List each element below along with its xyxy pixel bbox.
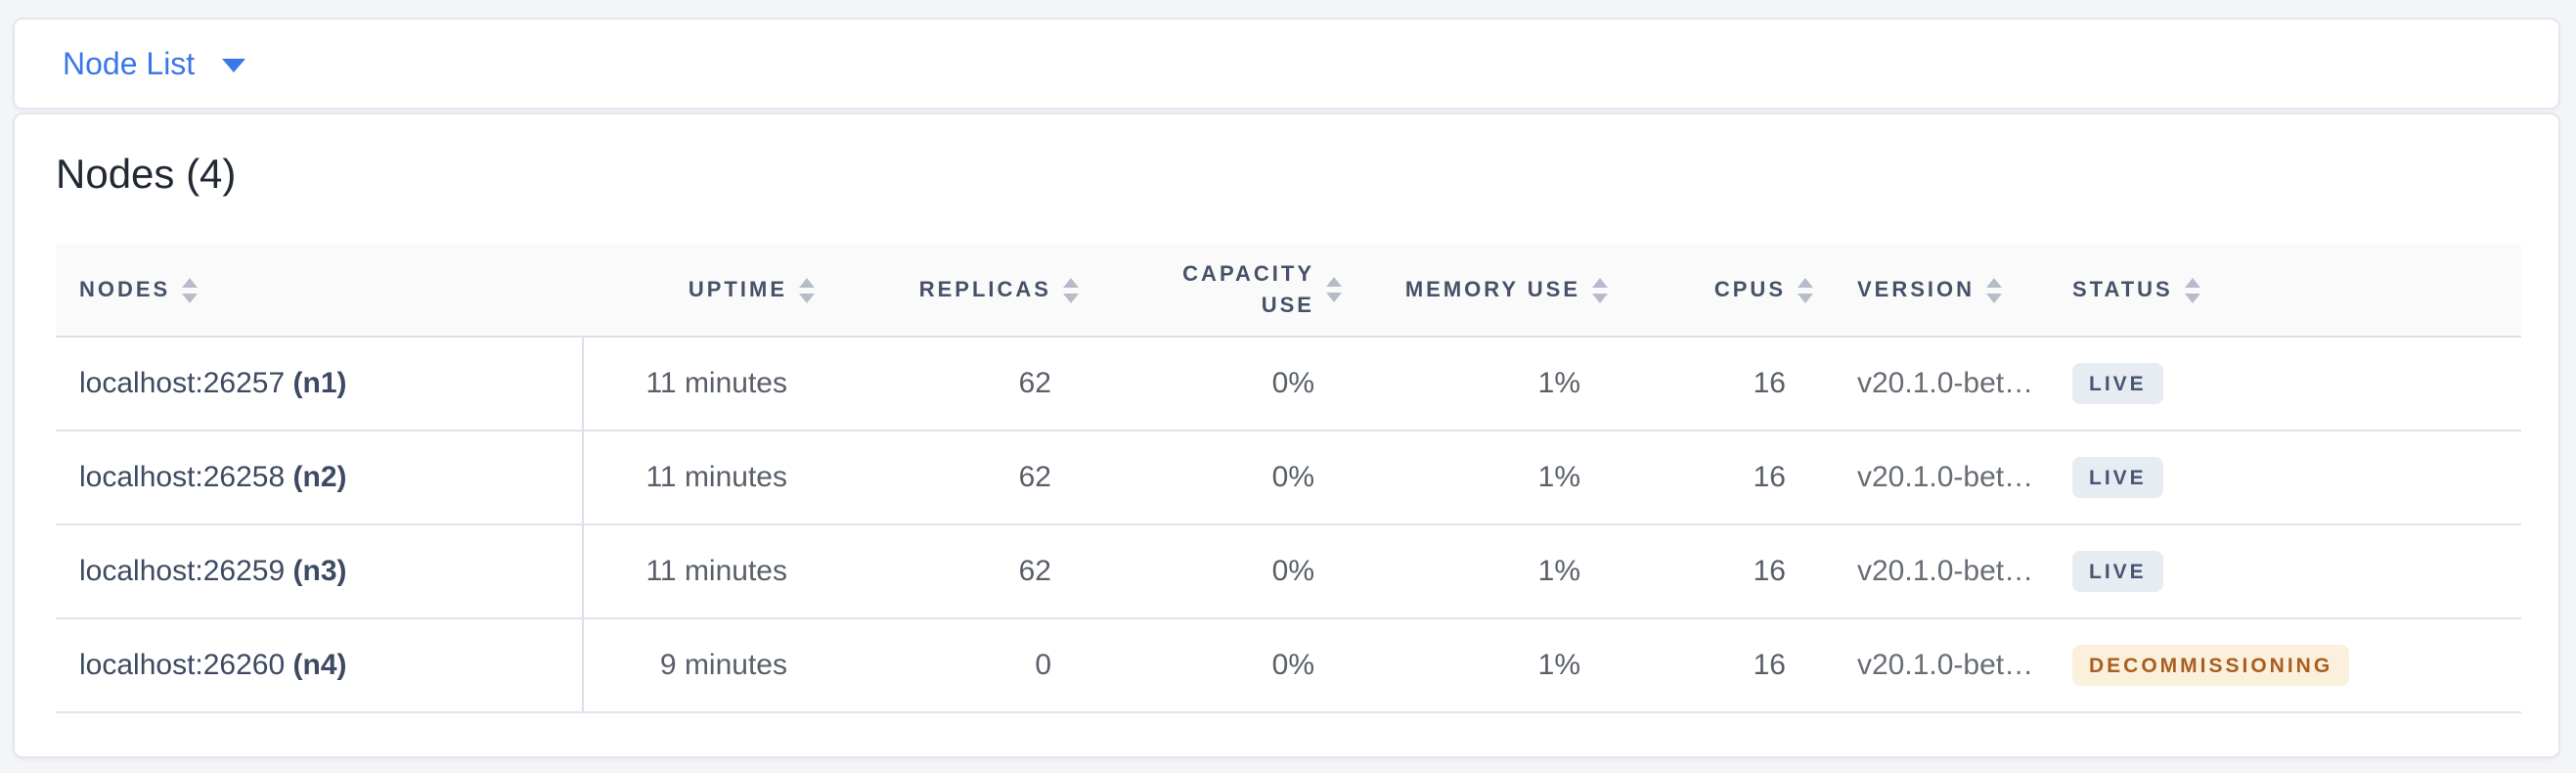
node-replicas: 62	[813, 431, 1077, 525]
status-badge: DECOMMISSIONING	[2072, 645, 2350, 686]
node-version: v20.1.0-bet…	[1811, 618, 2068, 713]
node-id: (n1)	[292, 367, 347, 399]
column-label-status: STATUS	[2072, 277, 2173, 302]
node-status-cell: DECOMMISSIONING	[2068, 618, 2521, 713]
node-capacity-use: 0%	[1077, 337, 1340, 432]
column-header-cpus[interactable]: CPUS	[1606, 244, 1813, 338]
column-header-nodes[interactable]: NODES	[56, 244, 583, 338]
node-cpus: 16	[1606, 337, 1811, 432]
node-memory-use: 1%	[1340, 524, 1606, 619]
status-badge: LIVE	[2072, 551, 2163, 592]
node-uptime: 11 minutes	[583, 431, 813, 525]
node-uptime: 9 minutes	[583, 618, 813, 713]
node-version: v20.1.0-bet…	[1811, 524, 2068, 619]
node-version: v20.1.0-bet…	[1811, 337, 2068, 432]
node-id: (n2)	[292, 461, 347, 493]
column-label-capacity_use: CAPACITY USE	[1182, 261, 1314, 317]
caret-down-icon	[222, 59, 246, 72]
node-uptime: 11 minutes	[583, 337, 813, 432]
status-badge: LIVE	[2072, 363, 2163, 404]
view-selector-dropdown[interactable]: Node List	[13, 18, 2560, 110]
node-replicas: 0	[813, 618, 1077, 713]
node-status-cell: LIVE	[2068, 431, 2521, 525]
nodes-card: Nodes (4) NODES UPTIME REPLICAS CAPACITY US…	[13, 113, 2560, 758]
node-replicas: 62	[813, 337, 1077, 432]
node-row: localhost:26260 (n4) 9 minutes 0 0% 1% 16 v20.…	[56, 618, 2521, 713]
sort-arrows-icon	[1986, 277, 2003, 303]
node-capacity-use: 0%	[1077, 524, 1340, 619]
column-header-status[interactable]: STATUS	[2068, 244, 2521, 338]
node-memory-use: 1%	[1340, 618, 1606, 713]
sort-arrows-icon	[1592, 277, 1608, 303]
node-memory-use: 1%	[1340, 337, 1606, 432]
sort-arrows-icon	[1063, 277, 1079, 303]
node-uptime: 11 minutes	[583, 524, 813, 619]
node-cpus: 16	[1606, 431, 1811, 525]
node-row: localhost:26257 (n1) 11 minutes 62 0% 1% 16 v2…	[56, 337, 2521, 432]
view-selector-label: Node List	[63, 46, 196, 81]
column-label-memory_use: MEMORY USE	[1404, 277, 1580, 302]
page-title: Nodes (4)	[56, 151, 237, 197]
column-header-uptime[interactable]: UPTIME	[583, 244, 815, 338]
sort-arrows-icon	[182, 277, 199, 303]
node-row: localhost:26259 (n3) 11 minutes 62 0% 1% 16 v2…	[56, 524, 2521, 619]
sort-arrows-icon	[2184, 277, 2200, 303]
table-header: NODES UPTIME REPLICAS CAPACITY USE MEMORY US…	[56, 244, 2521, 338]
status-badge: LIVE	[2072, 457, 2163, 498]
node-list-table: NODES UPTIME REPLICAS CAPACITY USE MEMORY US…	[56, 244, 2521, 713]
column-header-capacity_use[interactable]: CAPACITY USE	[1077, 244, 1342, 338]
node-address: localhost:26260 (n4)	[56, 618, 584, 713]
sort-arrows-icon	[799, 277, 815, 303]
node-capacity-use: 0%	[1077, 618, 1340, 713]
node-address: localhost:26259 (n3)	[56, 524, 584, 619]
column-header-version[interactable]: VERSION	[1811, 244, 2068, 338]
table-body: localhost:26257 (n1) 11 minutes 62 0% 1% 16 v2…	[56, 337, 2521, 713]
node-status-cell: LIVE	[2068, 524, 2521, 619]
node-memory-use: 1%	[1340, 431, 1606, 525]
node-id: (n4)	[292, 649, 347, 681]
node-row: localhost:26258 (n2) 11 minutes 62 0% 1% 16 v2…	[56, 431, 2521, 525]
sort-arrows-icon	[1798, 277, 1813, 303]
column-label-cpus: CPUS	[1713, 277, 1786, 302]
column-label-nodes: NODES	[79, 277, 171, 302]
column-label-replicas: REPLICAS	[918, 277, 1051, 302]
column-header-replicas[interactable]: REPLICAS	[813, 244, 1079, 338]
node-address: localhost:26257 (n1)	[56, 337, 584, 432]
node-cpus: 16	[1606, 618, 1811, 713]
node-status-cell: LIVE	[2068, 337, 2521, 432]
table-header-row: NODES UPTIME REPLICAS CAPACITY USE MEMORY US…	[56, 244, 2521, 338]
node-version: v20.1.0-bet…	[1811, 431, 2068, 525]
node-id: (n3)	[292, 555, 347, 587]
node-capacity-use: 0%	[1077, 431, 1340, 525]
node-cpus: 16	[1606, 524, 1811, 619]
column-label-version: VERSION	[1857, 277, 1976, 302]
node-replicas: 62	[813, 524, 1077, 619]
column-label-uptime: UPTIME	[688, 277, 787, 302]
column-header-memory_use[interactable]: MEMORY USE	[1340, 244, 1608, 338]
node-address: localhost:26258 (n2)	[56, 431, 584, 525]
sort-arrows-icon	[1326, 277, 1342, 302]
